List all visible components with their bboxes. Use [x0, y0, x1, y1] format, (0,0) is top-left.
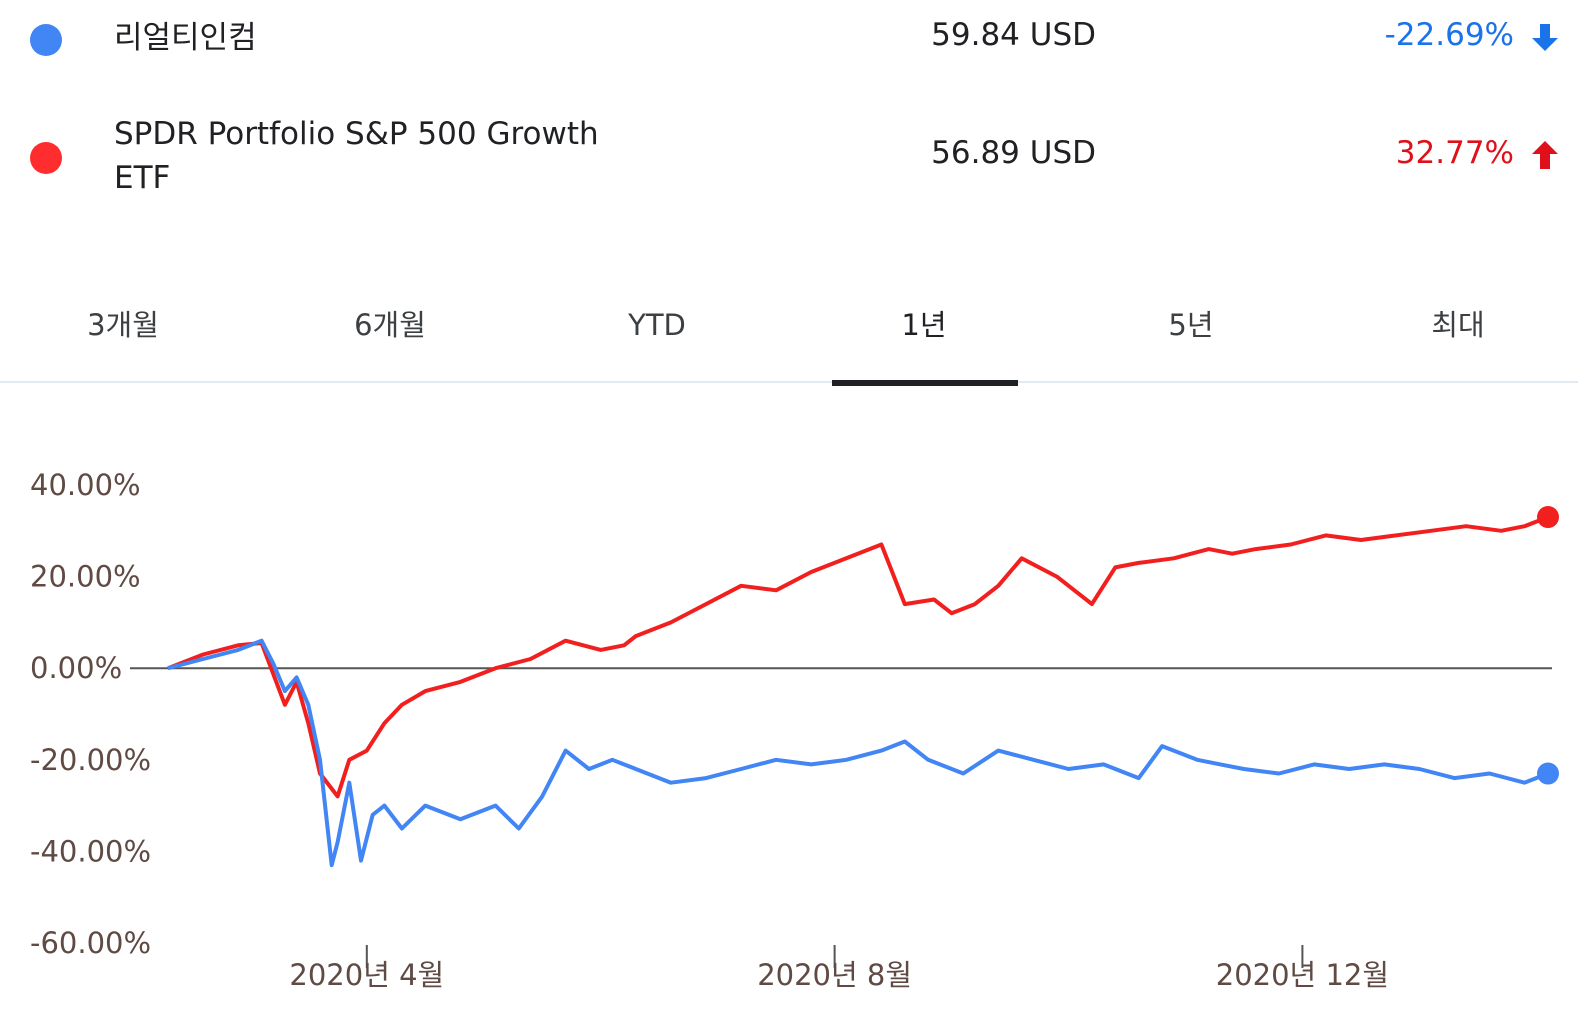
legend-price: 59.84 USD: [931, 17, 1096, 53]
y-tick-label: -60.00%: [30, 926, 151, 960]
x-tick-label: 2020년 12월: [1216, 958, 1389, 992]
legend-name: 리얼티인컴: [114, 20, 257, 56]
tab-divider: [0, 381, 1578, 383]
series-line-spdr-growth: [167, 515, 1549, 799]
x-axis: 2020년 4월 2020년 8월 2020년 12월: [289, 945, 1389, 992]
arrow-up-icon: [1532, 141, 1558, 169]
x-tick-label: 2020년 4월: [289, 958, 444, 992]
legend-change: 32.77%: [1395, 135, 1514, 171]
series-dot-red: [30, 142, 62, 174]
series-line-realty-income: [167, 638, 1549, 868]
tab-3-months[interactable]: 3개월: [87, 308, 159, 342]
x-tick-label: 2020년 8월: [757, 958, 912, 992]
legend-change: -22.69%: [1384, 17, 1514, 53]
tab-max[interactable]: 최대: [1431, 308, 1485, 342]
y-axis: 40.00% 20.00% 0.00% -20.00% -40.00% -60.…: [30, 468, 151, 960]
comparison-line-chart[interactable]: 40.00% 20.00% 0.00% -20.00% -40.00% -60.…: [0, 400, 1578, 1010]
y-tick-label: -40.00%: [30, 834, 151, 868]
y-tick-label: 40.00%: [30, 468, 141, 502]
range-tabs: 3개월 6개월 YTD 1년 5년 최대: [0, 290, 1578, 390]
y-tick-label: 20.00%: [30, 560, 141, 594]
legend-row-realty-income[interactable]: 리얼티인컴 59.84 USD -22.69%: [0, 0, 1578, 80]
tab-1-year[interactable]: 1년: [901, 308, 947, 342]
arrow-down-icon: [1532, 24, 1558, 51]
y-tick-label: -20.00%: [30, 743, 151, 777]
series-end-point-realty-income: [1537, 762, 1559, 785]
y-tick-label: 0.00%: [30, 651, 122, 685]
tab-5-years[interactable]: 5년: [1168, 308, 1214, 342]
tab-6-months[interactable]: 6개월: [354, 308, 426, 342]
series-dot-blue: [30, 24, 62, 56]
legend-name: SPDR Portfolio S&P 500 Growth ETF: [114, 116, 599, 196]
legend-row-spdr-growth[interactable]: SPDR Portfolio S&P 500 Growth ETF 56.89 …: [0, 110, 1578, 210]
series-end-point-spdr-growth: [1537, 506, 1559, 529]
tab-ytd[interactable]: YTD: [628, 308, 686, 342]
active-tab-indicator: [832, 380, 1018, 386]
legend-price: 56.89 USD: [931, 135, 1096, 171]
